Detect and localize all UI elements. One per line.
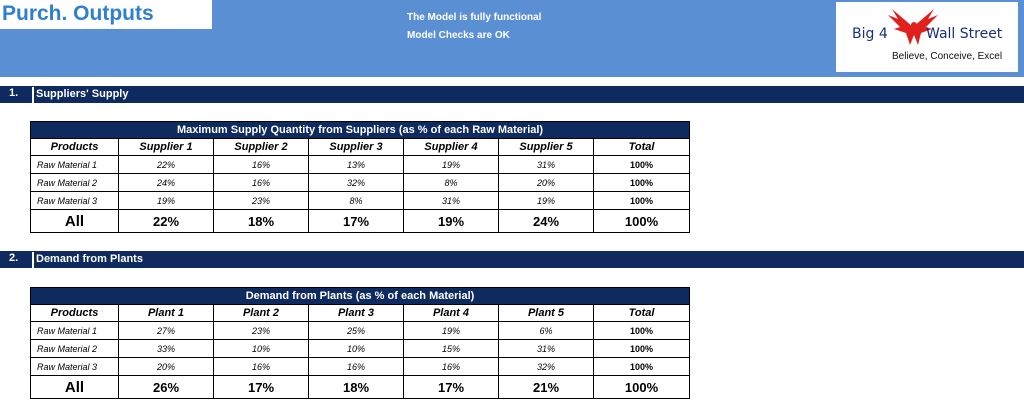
value-cell: 27%	[118, 321, 214, 340]
all-value: 18%	[213, 209, 309, 233]
all-value: 24%	[498, 209, 594, 233]
table-row: Raw Material 3 19% 23% 8% 31% 19% 100%	[30, 191, 691, 210]
value-cell: 19%	[118, 191, 214, 210]
value-cell: 24%	[118, 173, 214, 192]
value-cell: 32%	[498, 357, 594, 376]
product-cell: Raw Material 3	[30, 357, 119, 376]
value-cell: 16%	[213, 155, 309, 174]
status-line-model: The Model is fully functional	[407, 12, 542, 23]
title-box: Purch. Outputs	[0, 0, 212, 29]
all-label: All	[30, 209, 119, 233]
value-cell: 20%	[498, 173, 594, 192]
section-header-suppliers: 1. Suppliers' Supply	[0, 86, 1024, 103]
suppliers-supply-table: Maximum Supply Quantity from Suppliers (…	[29, 121, 691, 233]
column-header: Supplier 5	[498, 138, 594, 156]
value-cell: 31%	[403, 191, 499, 210]
table-title: Demand from Plants (as % of each Materia…	[29, 287, 691, 305]
all-value: 26%	[118, 375, 214, 399]
total-cell: 100%	[592, 155, 691, 174]
product-cell: Raw Material 1	[30, 321, 119, 340]
total-cell: 100%	[592, 339, 691, 358]
product-cell: Raw Material 2	[30, 173, 119, 192]
all-value: 18%	[308, 375, 404, 399]
value-cell: 19%	[403, 321, 499, 340]
total-cell: 100%	[592, 357, 691, 376]
all-label: All	[30, 375, 119, 399]
value-cell: 6%	[498, 321, 594, 340]
value-cell: 23%	[213, 321, 309, 340]
value-cell: 31%	[498, 155, 594, 174]
header-bar: Purch. Outputs The Model is fully functi…	[0, 0, 1024, 77]
total-cell: 100%	[592, 173, 691, 192]
total-cell: 100%	[592, 191, 691, 210]
value-cell: 8%	[308, 191, 404, 210]
table-row: Raw Material 3 20% 16% 16% 16% 32% 100%	[30, 357, 691, 376]
all-row: All 26% 17% 18% 17% 21% 100%	[30, 375, 691, 399]
value-cell: 15%	[403, 339, 499, 358]
value-cell: 16%	[308, 357, 404, 376]
value-cell: 22%	[118, 155, 214, 174]
section-label: Demand from Plants	[32, 252, 143, 268]
logo-text-right: Wall Street	[926, 26, 1003, 42]
column-header: Total	[592, 304, 691, 322]
column-header: Supplier 4	[403, 138, 499, 156]
column-header: Products	[30, 304, 119, 322]
product-cell: Raw Material 1	[30, 155, 119, 174]
plant-demand-table: Demand from Plants (as % of each Materia…	[29, 287, 691, 399]
value-cell: 20%	[118, 357, 214, 376]
value-cell: 25%	[308, 321, 404, 340]
table-title: Maximum Supply Quantity from Suppliers (…	[29, 121, 691, 139]
table-row: Raw Material 2 24% 16% 32% 8% 20% 100%	[30, 173, 691, 192]
value-cell: 13%	[308, 155, 404, 174]
value-cell: 16%	[213, 173, 309, 192]
value-cell: 19%	[498, 191, 594, 210]
column-header: Products	[30, 138, 119, 156]
value-cell: 10%	[308, 339, 404, 358]
all-value: 19%	[403, 209, 499, 233]
column-header: Supplier 2	[213, 138, 309, 156]
column-header: Plant 3	[308, 304, 404, 322]
section-number: 1.	[9, 87, 19, 99]
value-cell: 32%	[308, 173, 404, 192]
product-cell: Raw Material 2	[30, 339, 119, 358]
table-row: Raw Material 2 33% 10% 10% 15% 31% 100%	[30, 339, 691, 358]
all-total: 100%	[592, 375, 691, 399]
all-row: All 22% 18% 17% 19% 24% 100%	[30, 209, 691, 233]
value-cell: 10%	[213, 339, 309, 358]
column-header: Plant 4	[403, 304, 499, 322]
all-value: 21%	[498, 375, 594, 399]
value-cell: 8%	[403, 173, 499, 192]
table-row: Raw Material 1 27% 23% 25% 19% 6% 100%	[30, 321, 691, 340]
all-value: 17%	[213, 375, 309, 399]
value-cell: 23%	[213, 191, 309, 210]
logo-text-left: Big 4	[852, 26, 888, 42]
product-cell: Raw Material 3	[30, 191, 119, 210]
column-header: Plant 1	[118, 304, 214, 322]
column-header: Supplier 1	[118, 138, 214, 156]
section-number: 2.	[9, 252, 19, 264]
column-header: Plant 5	[498, 304, 594, 322]
all-value: 17%	[308, 209, 404, 233]
column-header: Plant 2	[213, 304, 309, 322]
all-value: 22%	[118, 209, 214, 233]
total-cell: 100%	[592, 321, 691, 340]
column-header: Supplier 3	[308, 138, 404, 156]
status-line-checks: Model Checks are OK	[407, 30, 510, 41]
logo-tagline: Believe, Conceive, Excel	[892, 51, 1003, 62]
value-cell: 33%	[118, 339, 214, 358]
logo: Big 4 Wall Street Believe, Conceive, Exc…	[836, 2, 1018, 72]
value-cell: 16%	[403, 357, 499, 376]
eagle-icon	[888, 9, 938, 45]
table-row: Raw Material 1 22% 16% 13% 19% 31% 100%	[30, 155, 691, 174]
page-title: Purch. Outputs	[2, 2, 154, 25]
column-header: Total	[592, 138, 691, 156]
all-value: 17%	[403, 375, 499, 399]
section-label: Suppliers' Supply	[32, 87, 128, 103]
section-header-demand: 2. Demand from Plants	[0, 251, 1024, 268]
value-cell: 31%	[498, 339, 594, 358]
value-cell: 16%	[213, 357, 309, 376]
all-total: 100%	[592, 209, 691, 233]
value-cell: 19%	[403, 155, 499, 174]
